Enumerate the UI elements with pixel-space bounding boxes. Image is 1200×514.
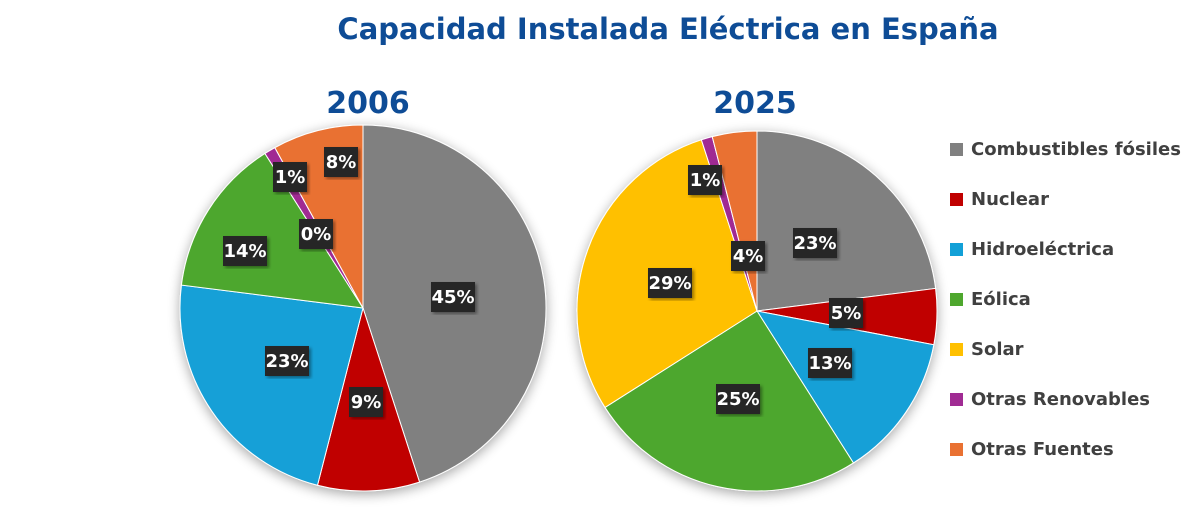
pie-2006	[179, 124, 547, 492]
data-label-text: 14%	[223, 241, 266, 262]
slice-eólica	[180, 152, 364, 309]
legend-item: Otras Renovables	[950, 374, 1181, 424]
data-label: 1%	[688, 165, 722, 195]
legend-label: Solar	[971, 338, 1024, 360]
data-label-text: 23%	[265, 351, 308, 372]
legend-swatch	[950, 442, 963, 456]
legend-label: Nuclear	[971, 188, 1049, 210]
legend-label: Otras Fuentes	[971, 438, 1114, 460]
legend-item: Eólica	[950, 274, 1181, 324]
data-label: 1%	[273, 162, 307, 192]
data-label: 14%	[223, 236, 267, 266]
data-label: 8%	[324, 147, 358, 177]
legend-label: Hidroeléctrica	[971, 238, 1115, 260]
data-label-text: 9%	[351, 392, 382, 413]
data-label-text: 4%	[733, 246, 764, 267]
legend-swatch	[950, 292, 963, 306]
data-label: 13%	[808, 348, 852, 378]
data-label-text: 0%	[301, 224, 332, 245]
data-label-text: 25%	[716, 389, 759, 410]
data-label-text: 23%	[793, 233, 836, 254]
legend-label: Eólica	[971, 288, 1031, 310]
legend-swatch	[950, 142, 963, 156]
pie-2025	[576, 130, 938, 492]
legend-label: Otras Renovables	[971, 388, 1151, 410]
legend-swatch	[950, 342, 963, 356]
data-label-text: 1%	[690, 170, 721, 191]
legend-item: Nuclear	[950, 174, 1181, 224]
slice-combustibles-fósiles	[756, 130, 937, 312]
data-label: 5%	[829, 298, 863, 328]
data-label: 45%	[431, 282, 475, 312]
legend-item: Otras Fuentes	[950, 424, 1181, 474]
data-label: 23%	[793, 228, 837, 258]
data-label-text: 1%	[275, 167, 306, 188]
legend-swatch	[950, 392, 963, 406]
pie-title-2025: 2025	[713, 86, 797, 121]
data-label: 0%	[299, 219, 333, 249]
chart-title: Capacidad Instalada Eléctrica en España	[337, 12, 999, 46]
legend-item: Hidroeléctrica	[950, 224, 1181, 274]
legend-swatch	[950, 192, 963, 206]
data-label: 4%	[731, 241, 765, 271]
data-label: 9%	[349, 387, 383, 417]
slice-hidroeléctrica	[755, 310, 935, 464]
data-label-text: 13%	[808, 353, 851, 374]
legend-item: Combustibles fósiles	[950, 124, 1181, 174]
pie-title-2006: 2006	[326, 86, 410, 121]
data-label-text: 45%	[431, 287, 474, 308]
slice-hidroeléctrica	[179, 284, 364, 486]
data-label: 29%	[648, 268, 692, 298]
legend-label: Combustibles fósiles	[971, 138, 1181, 160]
data-label-text: 8%	[326, 152, 357, 173]
legend-item: Solar	[950, 324, 1181, 374]
data-label-text: 29%	[648, 273, 691, 294]
data-label-text: 5%	[831, 303, 862, 324]
data-label: 23%	[265, 346, 309, 376]
legend-swatch	[950, 242, 963, 256]
legend: Combustibles fósiles Nuclear Hidroeléctric…	[950, 124, 1181, 474]
data-label: 25%	[716, 384, 760, 414]
